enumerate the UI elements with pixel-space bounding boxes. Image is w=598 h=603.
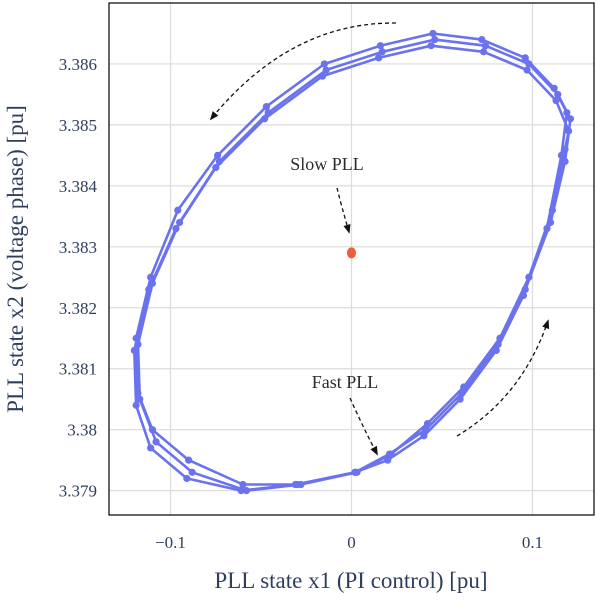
fast-pll-point: [566, 115, 575, 123]
fast-pll-point: [478, 35, 486, 44]
fast-pll-point: [563, 109, 571, 117]
fast-pll-point: [297, 480, 305, 489]
fast-pll-point: [130, 346, 138, 355]
fast-pll-point: [134, 389, 142, 397]
fast-pll-point: [134, 340, 142, 348]
fast-pll-point: [147, 444, 155, 452]
fast-pll-point: [132, 401, 140, 409]
fast-pll-point: [550, 84, 558, 92]
y-tick-label: 3.382: [59, 299, 97, 318]
fast-pll-point: [422, 426, 430, 434]
fast-pll-point: [427, 42, 435, 50]
fast-pll-point: [561, 157, 569, 166]
annotation-slow-pll-arrow: [336, 187, 351, 234]
fast-pll-point: [212, 163, 220, 172]
direction-arrow-top: [209, 22, 397, 121]
fast-pll-point: [351, 468, 359, 476]
fast-pll-point: [185, 456, 193, 464]
x-tick-label: 0.1: [522, 533, 543, 552]
fast-pll-point: [548, 206, 556, 214]
series-layer: [130, 29, 575, 495]
fast-pll-point: [148, 279, 157, 287]
fast-pll-point: [375, 54, 383, 62]
fast-pll-point: [460, 383, 468, 391]
annotation-fast-pll-text: Fast PLL: [312, 372, 379, 392]
plot-frame: [108, 2, 595, 516]
annotation-fast-pll-arrow: [349, 397, 378, 456]
fast-pll-point: [496, 334, 504, 342]
fast-pll-point: [242, 487, 251, 495]
fast-pll-point: [519, 291, 528, 300]
fast-pll-point: [494, 340, 502, 348]
fast-pll-point: [152, 438, 160, 446]
fast-pll-point: [262, 103, 271, 111]
fast-pll-point: [174, 206, 182, 214]
y-tick-label: 3.386: [59, 55, 97, 74]
fast-pll-point: [145, 285, 153, 294]
fast-pll-point: [557, 151, 566, 159]
fast-pll-point: [521, 285, 529, 294]
fast-pll-point: [423, 419, 432, 428]
direction-arrow-bottom: [456, 319, 550, 437]
y-tick-label: 3.38: [67, 421, 97, 440]
fast-pll-point: [188, 468, 196, 476]
fast-pll-point: [318, 72, 327, 80]
y-tick-label: 3.384: [59, 177, 98, 196]
x-axis-title: PLL state x1 (PI control) [pu]: [214, 568, 487, 593]
fast-pll-point: [480, 48, 488, 56]
fast-pll-point: [431, 35, 439, 44]
slow-pll-point: [347, 247, 356, 259]
annotation-slow-pll-text: Slow PLL: [290, 154, 364, 174]
y-tick-label: 3.385: [59, 116, 97, 135]
fast-pll-point: [175, 218, 184, 227]
fast-pll-point: [387, 450, 395, 458]
fast-pll-point: [239, 480, 247, 489]
y-tick-label: 3.379: [59, 482, 97, 501]
fast-pll-point: [552, 96, 560, 105]
fast-pll-point: [132, 334, 140, 342]
x-tick-label: −0.1: [155, 533, 186, 552]
fast-pll-point: [261, 115, 269, 123]
fast-pll-point: [546, 218, 555, 227]
fast-pll-point: [521, 54, 529, 62]
fast-pll-point: [213, 151, 222, 159]
grid-layer: [109, 3, 594, 515]
fast-pll-point: [481, 42, 490, 50]
fast-pll-point: [525, 60, 533, 68]
fast-pll-trajectory-line: [133, 32, 572, 492]
fast-pll-point: [320, 60, 328, 68]
fast-pll-point: [492, 346, 500, 355]
fast-pll-point: [420, 432, 428, 440]
fast-pll-point: [554, 90, 562, 99]
fast-pll-point: [525, 273, 533, 281]
fast-pll-point: [565, 127, 573, 135]
fast-pll-point: [147, 273, 155, 281]
fast-pll-point: [429, 29, 437, 38]
annotation-layer: [209, 22, 550, 456]
fast-pll-point: [561, 145, 569, 153]
fast-pll-point: [458, 389, 466, 397]
fast-pll-point: [215, 157, 223, 166]
fast-pll-point: [237, 487, 245, 495]
fast-pll-point: [172, 224, 180, 233]
y-tick-label: 3.383: [59, 238, 97, 257]
fast-pll-point: [384, 456, 392, 464]
fast-pll-point: [291, 480, 299, 489]
y-tick-label: 3.381: [59, 360, 97, 379]
fast-pll-point: [543, 224, 551, 233]
y-axis-title: PLL state x2 (voltage phase) [pu]: [3, 105, 28, 413]
fast-pll-point: [456, 395, 464, 403]
fast-pll-point: [136, 395, 144, 403]
fast-pll-point: [264, 109, 272, 117]
ticks-layer: −0.1 0 0.1 3.379 3.38 3.381 3.382 3.383 3.384 3.3…: [59, 55, 543, 552]
fast-pll-point: [183, 474, 191, 483]
fast-pll-point: [148, 426, 157, 434]
fast-pll-point: [376, 42, 385, 50]
x-tick-label: 0: [347, 533, 356, 552]
fast-pll-point: [322, 66, 330, 74]
fast-pll-point: [523, 66, 531, 74]
fast-pll-point: [378, 48, 386, 56]
